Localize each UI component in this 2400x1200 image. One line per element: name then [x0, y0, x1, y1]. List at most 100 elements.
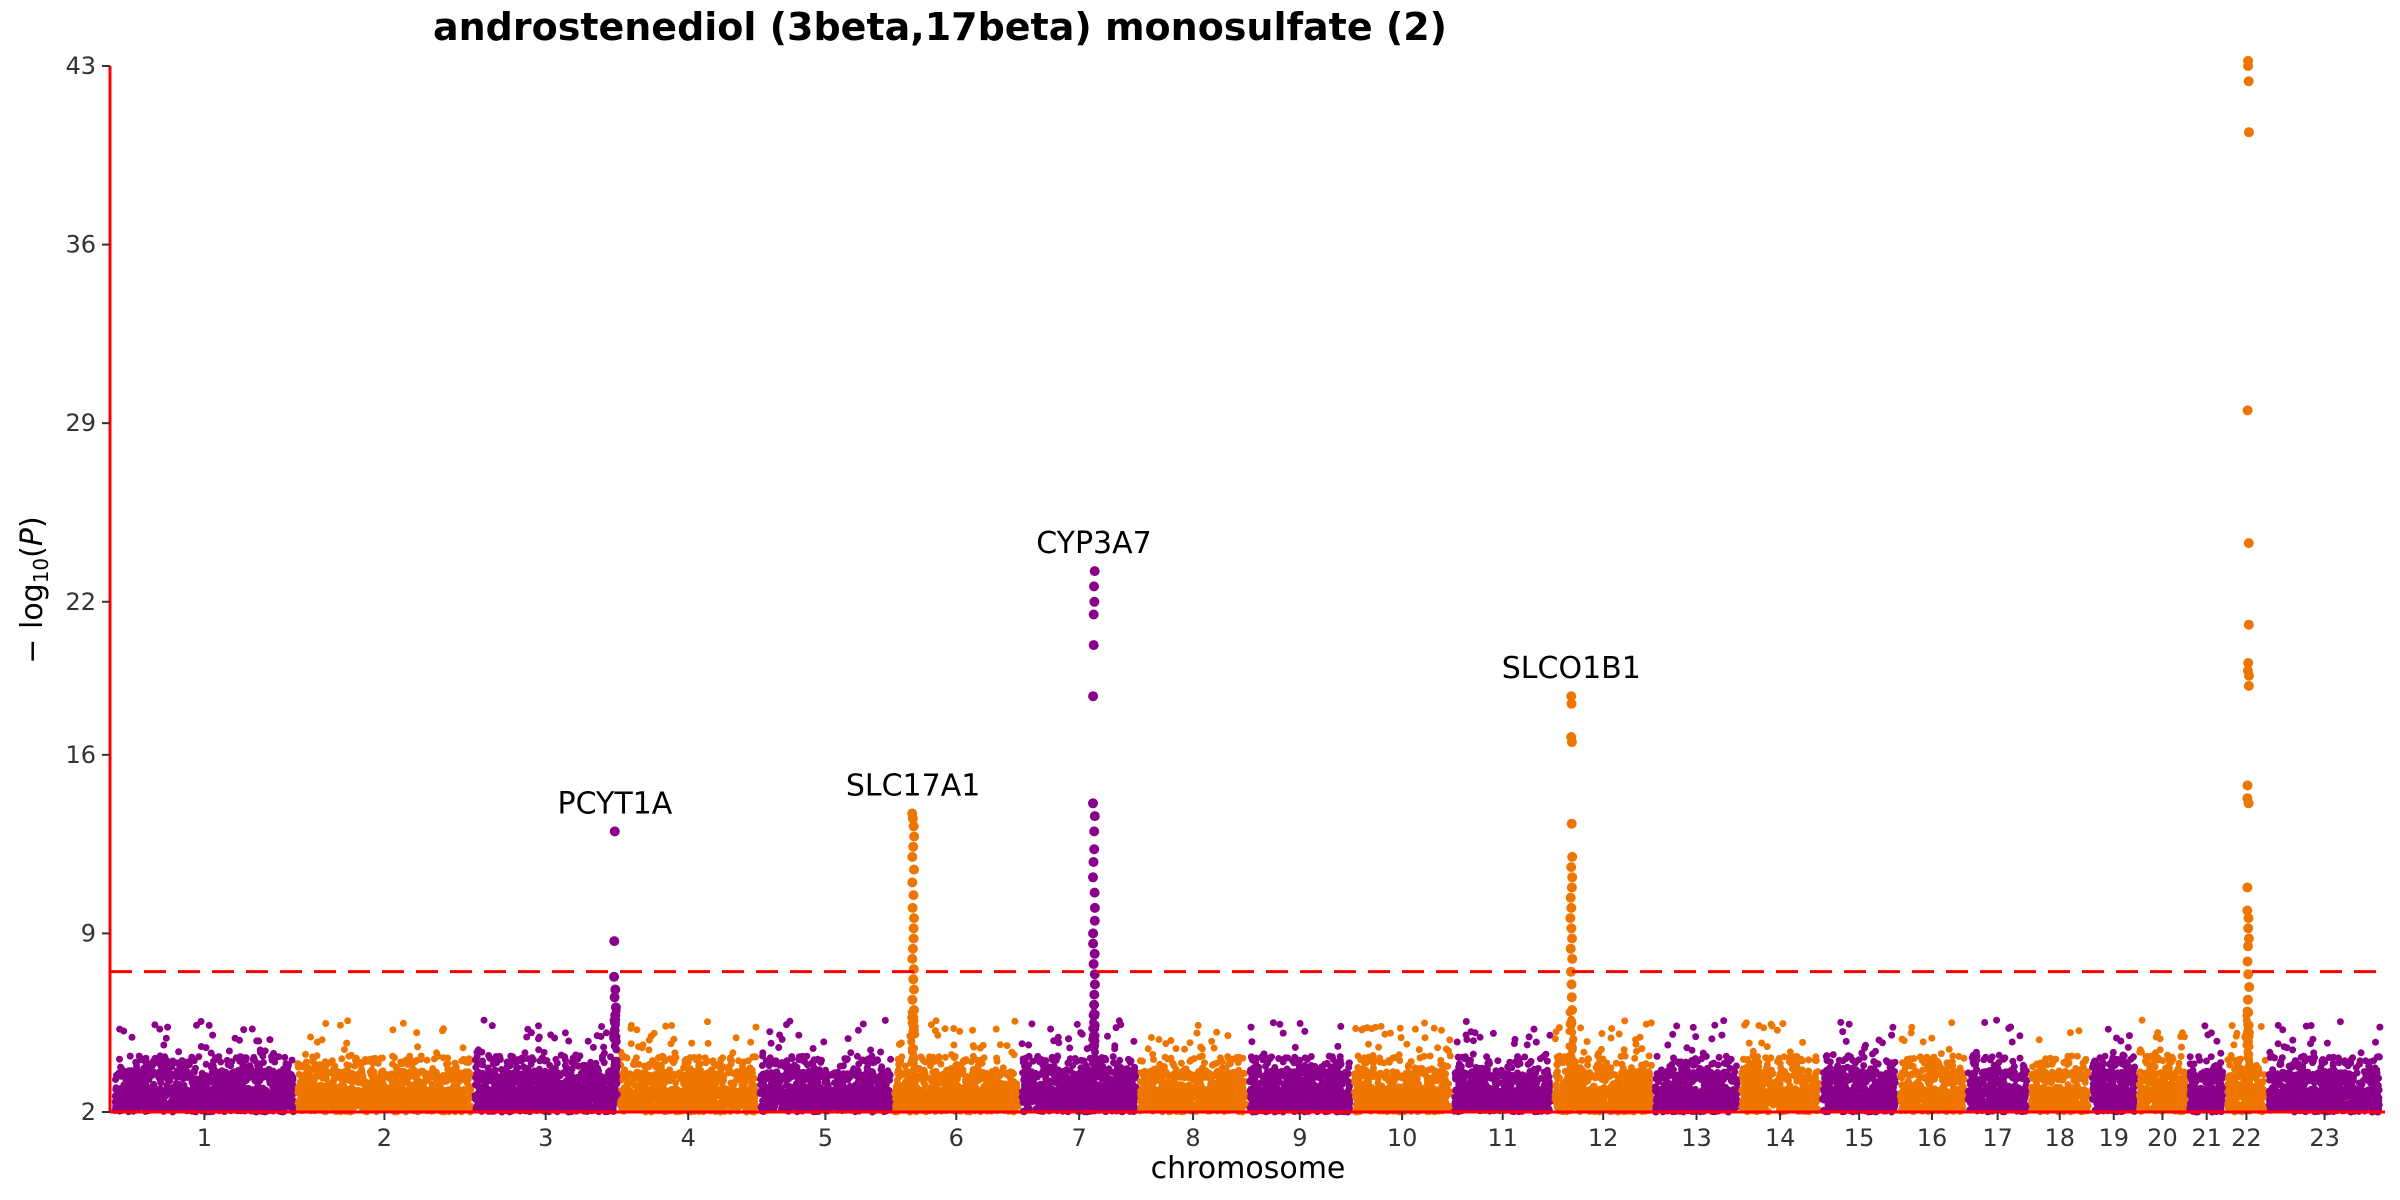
data-point — [133, 1066, 141, 1074]
data-point — [156, 1096, 163, 1104]
data-point — [255, 1060, 263, 1068]
data-point — [166, 1089, 174, 1097]
data-point — [466, 1082, 474, 1090]
data-point — [140, 1072, 148, 1080]
data-point — [343, 1070, 351, 1078]
data-points — [111, 55, 2384, 1116]
data-point — [389, 1026, 397, 1034]
data-point — [741, 1087, 749, 1095]
data-point — [472, 1104, 480, 1111]
data-point — [414, 1043, 422, 1051]
data-point — [442, 1090, 450, 1098]
data-point — [349, 1078, 356, 1086]
data-point — [498, 1090, 506, 1098]
data-point — [547, 1031, 555, 1039]
data-point — [580, 1083, 587, 1091]
data-point — [749, 1096, 757, 1104]
data-point — [726, 1055, 734, 1063]
data-point — [479, 1083, 487, 1091]
data-point — [282, 1067, 290, 1074]
data-point — [507, 1100, 515, 1108]
data-point — [523, 1033, 531, 1041]
data-point — [495, 1053, 503, 1061]
data-point — [654, 1101, 662, 1109]
data-point — [703, 1069, 711, 1077]
data-point — [867, 1046, 875, 1054]
data-point — [752, 1023, 760, 1031]
data-point — [164, 1023, 172, 1031]
data-point — [209, 1067, 217, 1075]
data-point — [426, 1089, 434, 1097]
data-point — [425, 1071, 433, 1079]
data-point — [209, 1062, 217, 1070]
data-point — [176, 1101, 184, 1109]
data-point — [229, 1092, 237, 1100]
data-point — [369, 1074, 377, 1082]
data-point — [272, 1099, 280, 1107]
data-point — [259, 1086, 267, 1094]
data-point — [385, 1092, 393, 1100]
data-point — [279, 1091, 287, 1099]
data-point — [461, 1074, 469, 1082]
data-point — [179, 1058, 187, 1066]
data-point — [289, 1074, 297, 1082]
data-point — [460, 1090, 468, 1098]
data-point — [568, 1058, 576, 1066]
data-point — [188, 1055, 196, 1063]
data-point — [570, 1085, 578, 1093]
data-point — [509, 1073, 517, 1081]
data-point — [174, 1067, 182, 1075]
data-point — [189, 1082, 197, 1089]
data-point — [703, 1102, 711, 1109]
data-point — [151, 1021, 159, 1029]
data-point — [459, 1044, 467, 1052]
data-point — [379, 1097, 387, 1105]
data-point — [266, 1036, 274, 1044]
data-point — [735, 1074, 743, 1081]
data-point — [182, 1091, 190, 1099]
data-point — [298, 1080, 306, 1088]
data-point — [329, 1086, 337, 1094]
data-point — [151, 1054, 159, 1062]
data-point — [645, 1036, 653, 1044]
data-point — [288, 1056, 296, 1064]
data-point — [410, 1059, 417, 1067]
data-point — [561, 1053, 568, 1061]
data-point — [602, 1029, 610, 1037]
data-point — [167, 1072, 175, 1080]
data-point — [253, 1071, 261, 1079]
data-point — [807, 1090, 815, 1098]
data-point — [732, 1034, 740, 1042]
data-point — [578, 1102, 586, 1110]
data-point — [715, 1076, 723, 1084]
data-point — [759, 1052, 767, 1060]
data-point — [480, 1016, 488, 1024]
data-point — [464, 1068, 472, 1076]
data-point — [627, 1024, 635, 1032]
data-point — [645, 1046, 653, 1054]
data-point — [371, 1088, 379, 1096]
data-point — [266, 1101, 274, 1109]
data-point — [795, 1031, 803, 1039]
data-point — [732, 1095, 740, 1103]
data-point — [620, 1088, 628, 1096]
data-point — [388, 1086, 396, 1094]
data-point — [444, 1054, 452, 1062]
data-point — [584, 1077, 592, 1085]
data-point — [346, 1086, 354, 1093]
data-point — [650, 1029, 658, 1037]
data-point — [183, 1086, 191, 1094]
data-point — [191, 1096, 199, 1104]
data-point — [636, 1097, 644, 1105]
data-point — [309, 1101, 317, 1109]
data-point — [219, 1077, 227, 1085]
data-point — [735, 1057, 743, 1065]
data-point — [366, 1098, 374, 1106]
data-point — [710, 1059, 718, 1067]
data-point — [600, 1089, 608, 1097]
data-point — [270, 1056, 278, 1064]
data-point — [146, 1060, 154, 1068]
data-point — [141, 1077, 148, 1085]
data-point — [600, 1049, 608, 1057]
